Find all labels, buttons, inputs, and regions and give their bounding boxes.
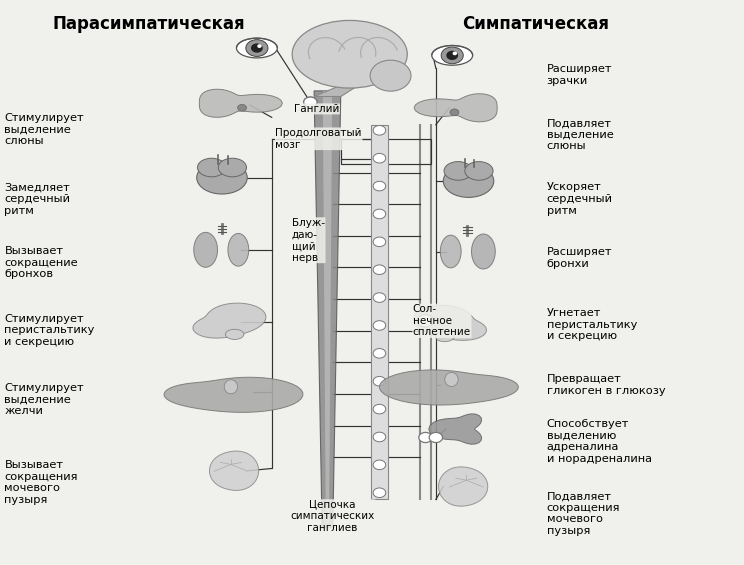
Text: Вызывает
сокращение
бронхов: Вызывает сокращение бронхов <box>4 246 78 279</box>
Polygon shape <box>193 303 266 338</box>
Polygon shape <box>164 377 303 412</box>
Ellipse shape <box>258 45 261 47</box>
Ellipse shape <box>447 51 458 59</box>
Ellipse shape <box>465 162 493 180</box>
Ellipse shape <box>225 329 244 340</box>
Polygon shape <box>414 94 497 122</box>
Circle shape <box>373 209 385 219</box>
Ellipse shape <box>444 162 472 180</box>
Polygon shape <box>429 414 481 444</box>
Text: Продолговатый
мозг: Продолговатый мозг <box>275 128 362 150</box>
Text: Замедляет
сердечный
ритм: Замедляет сердечный ритм <box>4 182 71 216</box>
Polygon shape <box>323 91 332 528</box>
Circle shape <box>373 432 385 442</box>
Circle shape <box>373 237 385 247</box>
Ellipse shape <box>440 235 461 268</box>
Text: Расширяет
зрачки: Расширяет зрачки <box>547 64 612 86</box>
Ellipse shape <box>432 46 472 65</box>
Ellipse shape <box>193 232 217 267</box>
Circle shape <box>373 321 385 331</box>
Ellipse shape <box>371 60 411 91</box>
Circle shape <box>373 376 385 386</box>
Text: Угнетает
перистальтику
и секрецию: Угнетает перистальтику и секрецию <box>547 308 637 341</box>
Text: Симпатическая: Симпатическая <box>462 15 609 33</box>
Ellipse shape <box>453 52 456 55</box>
Circle shape <box>373 125 385 135</box>
Ellipse shape <box>237 38 278 58</box>
Ellipse shape <box>228 233 248 266</box>
Ellipse shape <box>472 234 496 269</box>
Polygon shape <box>199 89 283 118</box>
Ellipse shape <box>443 165 494 197</box>
Circle shape <box>373 154 385 163</box>
Circle shape <box>417 315 434 327</box>
Ellipse shape <box>441 47 464 64</box>
Polygon shape <box>210 451 259 490</box>
Ellipse shape <box>218 158 246 177</box>
Circle shape <box>373 265 385 275</box>
Text: Сол-
нечное
сплетение: Сол- нечное сплетение <box>413 304 471 337</box>
Bar <box>371 125 388 499</box>
Polygon shape <box>438 467 488 506</box>
Text: Превращает
гликоген в глюкозу: Превращает гликоген в глюкозу <box>547 374 665 396</box>
Circle shape <box>419 432 432 442</box>
Circle shape <box>373 460 385 470</box>
Text: Стимулирует
выделение
слюны: Стимулирует выделение слюны <box>4 112 84 146</box>
Circle shape <box>450 109 459 116</box>
Text: Ганглий: Ганглий <box>294 104 339 114</box>
Polygon shape <box>314 85 359 97</box>
Circle shape <box>373 405 385 414</box>
Text: Парасимпатическая: Парасимпатическая <box>53 15 246 33</box>
Polygon shape <box>379 370 519 405</box>
Circle shape <box>237 105 246 111</box>
Text: Стимулирует
выделение
желчи: Стимулирует выделение желчи <box>4 383 84 416</box>
Ellipse shape <box>251 44 262 52</box>
Circle shape <box>373 349 385 358</box>
Polygon shape <box>414 305 487 340</box>
Polygon shape <box>314 91 341 528</box>
Text: Вызывает
сокращения
мочевого
пузыря: Вызывает сокращения мочевого пузыря <box>4 460 78 505</box>
Ellipse shape <box>197 158 225 177</box>
Ellipse shape <box>445 372 458 386</box>
Circle shape <box>304 97 317 107</box>
Circle shape <box>373 181 385 191</box>
Text: Подавляет
сокращения
мочевого
пузыря: Подавляет сокращения мочевого пузыря <box>547 491 620 536</box>
Circle shape <box>304 97 317 107</box>
Ellipse shape <box>224 380 237 394</box>
Text: Цепочка
симпатических
ганглиев: Цепочка симпатических ганглиев <box>290 500 375 533</box>
Text: Ускоряет
сердечный
ритм: Ускоряет сердечный ритм <box>547 182 612 216</box>
Ellipse shape <box>246 40 268 56</box>
Circle shape <box>373 488 385 498</box>
Text: Способствует
выделению
адреналина
и норадреналина: Способствует выделению адреналина и нора… <box>547 419 652 464</box>
Ellipse shape <box>196 162 247 194</box>
Circle shape <box>429 432 443 442</box>
Text: Блуж-
даю-
щий
нерв: Блуж- даю- щий нерв <box>292 218 325 263</box>
Circle shape <box>373 293 385 302</box>
Text: Расширяет
бронхи: Расширяет бронхи <box>547 247 612 269</box>
Ellipse shape <box>292 20 407 88</box>
Text: Подавляет
выделение
слюны: Подавляет выделение слюны <box>547 118 613 151</box>
Ellipse shape <box>435 332 454 342</box>
Text: Стимулирует
перистальтику
и секрецию: Стимулирует перистальтику и секрецию <box>4 314 94 347</box>
